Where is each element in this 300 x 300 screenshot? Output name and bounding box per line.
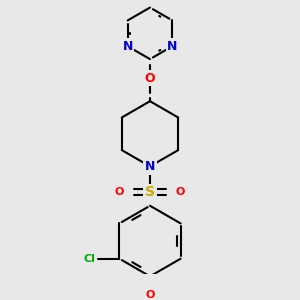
Text: N: N <box>167 40 178 53</box>
Text: O: O <box>115 187 124 197</box>
Text: N: N <box>145 160 155 173</box>
Text: S: S <box>145 185 155 199</box>
Text: Cl: Cl <box>84 254 95 264</box>
Text: O: O <box>145 290 155 300</box>
Text: O: O <box>176 187 185 197</box>
Text: N: N <box>122 40 133 53</box>
Text: O: O <box>145 72 155 85</box>
